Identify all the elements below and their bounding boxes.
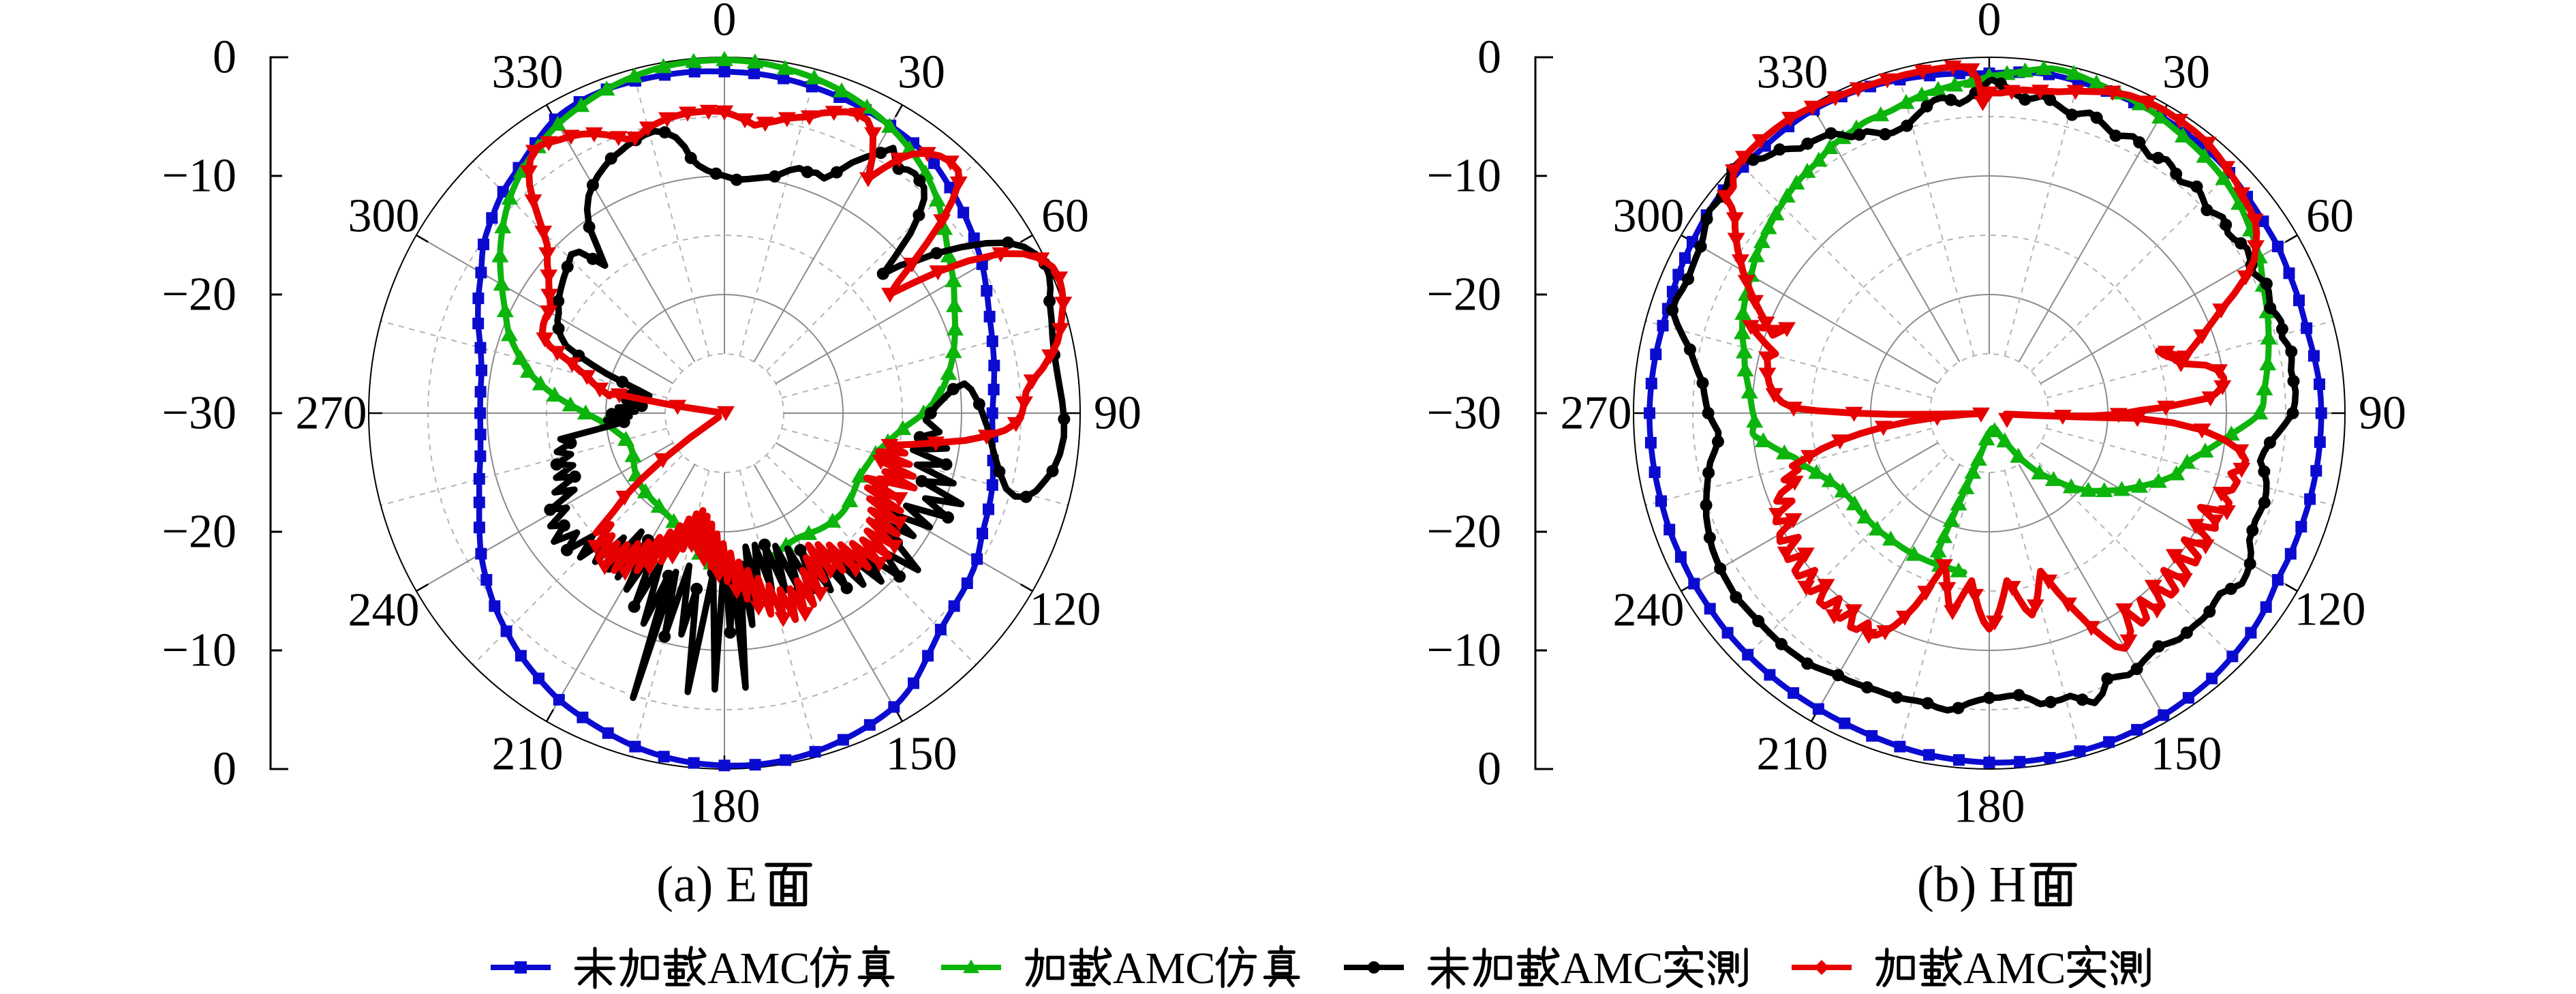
svg-text:−10: −10 <box>1427 150 1501 202</box>
svg-text:270: 270 <box>1561 387 1632 440</box>
svg-text:30: 30 <box>898 46 945 99</box>
svg-text:−20: −20 <box>1427 269 1501 321</box>
svg-text:0: 0 <box>213 31 236 84</box>
svg-text:−10: −10 <box>162 624 236 677</box>
svg-text:90: 90 <box>2359 387 2406 440</box>
svg-text:0: 0 <box>713 0 737 46</box>
svg-text:AMC: AMC <box>707 944 810 993</box>
svg-text:330: 330 <box>1757 46 1828 99</box>
svg-text:−10: −10 <box>1427 624 1501 677</box>
svg-text:150: 150 <box>886 728 957 781</box>
svg-text:330: 330 <box>492 46 564 99</box>
svg-text:60: 60 <box>2306 190 2354 243</box>
svg-text:0: 0 <box>1477 31 1501 84</box>
svg-text:(b) H: (b) H <box>1917 856 2026 913</box>
svg-text:240: 240 <box>348 584 420 637</box>
svg-text:300: 300 <box>1613 190 1685 243</box>
svg-text:90: 90 <box>1094 387 1141 440</box>
svg-text:210: 210 <box>492 728 564 781</box>
svg-text:270: 270 <box>296 387 367 440</box>
svg-text:−10: −10 <box>162 150 236 202</box>
svg-text:180: 180 <box>1954 781 2025 833</box>
svg-text:150: 150 <box>2151 728 2222 781</box>
svg-text:120: 120 <box>1030 584 1101 636</box>
svg-text:AMC: AMC <box>1963 944 2066 993</box>
svg-text:−20: −20 <box>162 269 236 321</box>
svg-text:AMC: AMC <box>1561 944 1663 993</box>
svg-text:−30: −30 <box>1427 387 1501 440</box>
svg-text:(a) E: (a) E <box>656 856 757 913</box>
svg-text:AMC: AMC <box>1113 944 1215 993</box>
svg-text:0: 0 <box>1477 743 1501 796</box>
svg-text:240: 240 <box>1613 584 1685 637</box>
svg-text:120: 120 <box>2295 584 2366 636</box>
svg-text:60: 60 <box>1041 190 1089 243</box>
svg-text:300: 300 <box>348 190 420 243</box>
svg-text:210: 210 <box>1757 728 1828 781</box>
svg-text:30: 30 <box>2162 46 2210 99</box>
svg-text:180: 180 <box>689 781 761 833</box>
svg-text:−20: −20 <box>162 506 236 558</box>
svg-text:−30: −30 <box>162 387 236 440</box>
svg-text:−20: −20 <box>1427 506 1501 558</box>
svg-text:0: 0 <box>1978 0 2002 46</box>
svg-text:0: 0 <box>213 743 236 796</box>
